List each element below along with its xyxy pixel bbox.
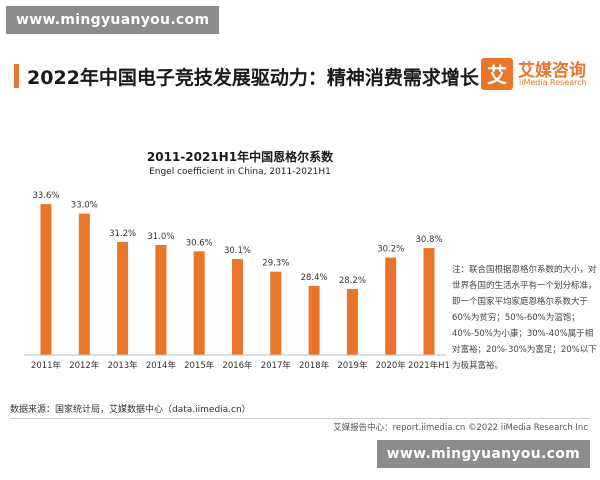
bar-2021年H1 xyxy=(423,248,435,355)
watermark-top: www.mingyuanyou.com xyxy=(6,6,220,34)
x-tick-label: 2019年 xyxy=(337,360,368,371)
chart-title: 2011-2021H1年中国恩格尔系数 xyxy=(146,150,334,164)
page-title: 2022年中国电子竞技发展驱动力：精神消费需求增长 xyxy=(27,67,479,89)
bar-value-label: 30.1% xyxy=(224,246,251,256)
logo-text-en: iiMedia Research xyxy=(519,78,587,87)
chart-note: 注：联合国根据恩格尔系数的大小，对世界各国的生活水平有一个划分标准，即一个国家平… xyxy=(452,265,597,371)
x-tick-label: 2020年 xyxy=(376,360,407,371)
bar-value-label: 30.8% xyxy=(415,235,442,245)
bar-value-label: 28.4% xyxy=(301,273,328,283)
footer-credit: 艾媒报告中心：report.iimedia.cn ©2022 iiMedia R… xyxy=(333,423,588,433)
bar-2012年 xyxy=(78,213,90,355)
data-source: 数据来源：国家统计局，艾媒数据中心（data.iimedia.cn） xyxy=(10,405,251,415)
bar-value-label: 30.2% xyxy=(377,245,404,255)
bar-2018年 xyxy=(308,285,320,355)
bar-value-label: 31.0% xyxy=(147,232,174,242)
bar-2020年 xyxy=(385,257,397,355)
watermark-bottom: www.mingyuanyou.com xyxy=(376,440,590,468)
x-tick-label: 2013年 xyxy=(108,360,139,371)
logo-glyph: 艾 xyxy=(487,63,507,87)
iimedia-logo-icon: 艾 xyxy=(481,58,513,90)
bar-value-label: 29.3% xyxy=(262,259,289,269)
x-tick-label: 2012年 xyxy=(69,360,100,371)
bar-2011年 xyxy=(40,204,52,355)
x-tick-label: 2011年 xyxy=(31,360,62,371)
bar-2013年 xyxy=(117,241,129,355)
bar-2014年 xyxy=(155,245,167,355)
bar-value-label: 30.6% xyxy=(186,238,213,248)
x-tick-label: 2014年 xyxy=(146,360,177,371)
bar-value-label: 33.6% xyxy=(32,191,59,201)
x-tick-label: 2021年H1 xyxy=(408,360,450,371)
bar-2019年 xyxy=(346,289,358,355)
bar-2015年 xyxy=(193,251,205,355)
bar-value-label: 33.0% xyxy=(71,201,98,211)
logo-text-cn: 艾媒咨询 xyxy=(518,61,586,81)
bar-2017年 xyxy=(270,271,282,355)
x-tick-label: 2017年 xyxy=(261,360,292,371)
footer-divider xyxy=(10,418,590,419)
bar-value-label: 31.2% xyxy=(109,229,136,239)
title-accent-bar xyxy=(14,64,19,88)
x-tick-label: 2016年 xyxy=(222,360,253,371)
bar-2016年 xyxy=(232,259,243,355)
x-tick-label: 2018年 xyxy=(299,360,330,371)
x-tick-label: 2015年 xyxy=(184,360,215,371)
chart-subtitle: Engel coefficient in China, 2011-2021H1 xyxy=(149,167,331,177)
bar-value-label: 28.2% xyxy=(339,276,366,286)
